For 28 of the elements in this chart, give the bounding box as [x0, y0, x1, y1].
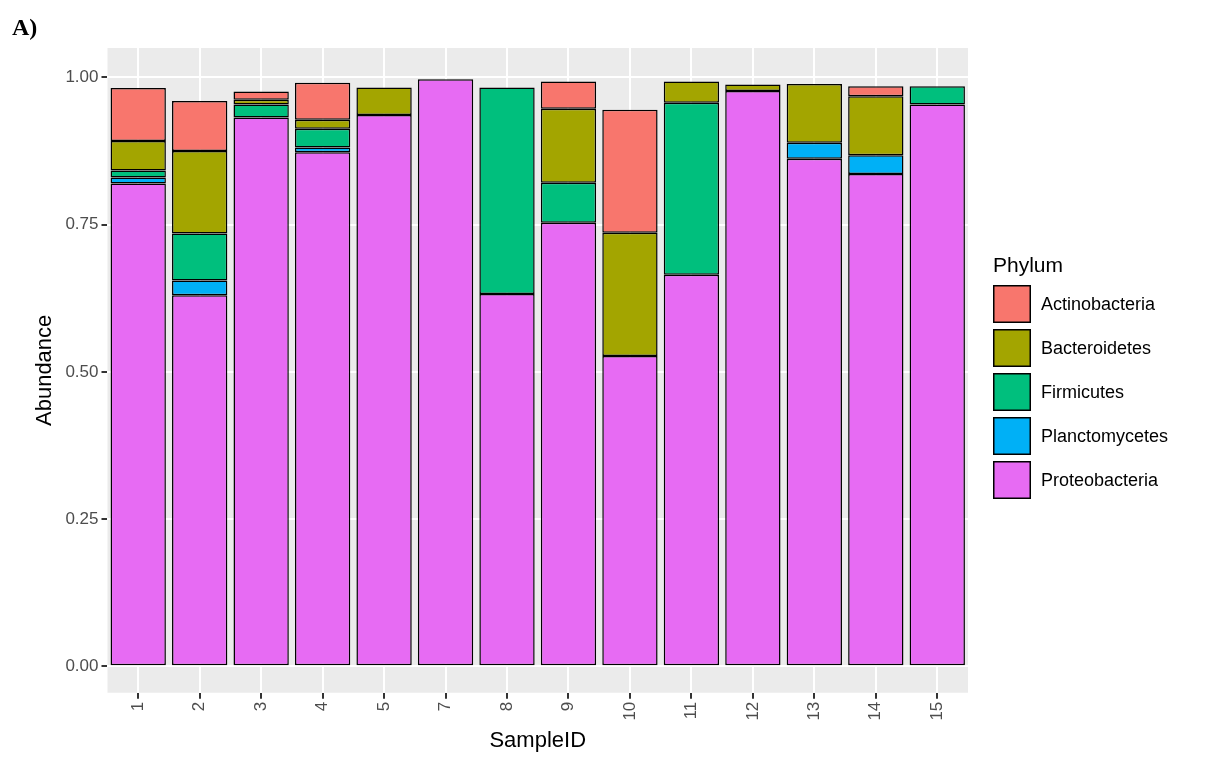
x-tick-label: 1 — [127, 701, 147, 712]
x-tick-label: 4 — [312, 701, 332, 712]
x-tick-label: 13 — [804, 701, 824, 721]
x-tick-label: 7 — [435, 701, 455, 712]
x-tick-label: 12 — [742, 701, 762, 721]
x-tick-label: 10 — [619, 701, 639, 721]
y-tick-label: 0.25 — [65, 508, 99, 528]
text: A) — [12, 14, 38, 41]
legend-label: Bacteroidetes — [1041, 337, 1152, 359]
y-tick-label: 1.00 — [65, 67, 99, 87]
legend-label: Firmicutes — [1041, 381, 1125, 403]
y-axis-title: Abundance — [31, 314, 57, 427]
x-axis-title: SampleID — [489, 726, 587, 752]
y-tick-label: 0.75 — [65, 214, 99, 234]
legend-label: Planctomycetes — [1041, 425, 1169, 447]
x-tick-label: 2 — [189, 701, 209, 712]
x-tick-label: 9 — [558, 701, 578, 712]
x-tick-label: 5 — [373, 701, 393, 712]
legend-title: Phylum — [993, 253, 1065, 277]
x-tick-label: 3 — [250, 701, 270, 712]
legend-label: Actinobacteria — [1041, 293, 1156, 315]
x-tick-label: 14 — [865, 701, 885, 721]
x-tick-label: 11 — [681, 701, 701, 720]
y-tick-label: 0.00 — [65, 655, 99, 675]
legend-label: Proteobacteria — [1041, 469, 1159, 491]
x-tick-label: 8 — [496, 701, 516, 712]
x-tick-label: 15 — [926, 701, 946, 721]
y-tick-label: 0.50 — [65, 361, 99, 381]
